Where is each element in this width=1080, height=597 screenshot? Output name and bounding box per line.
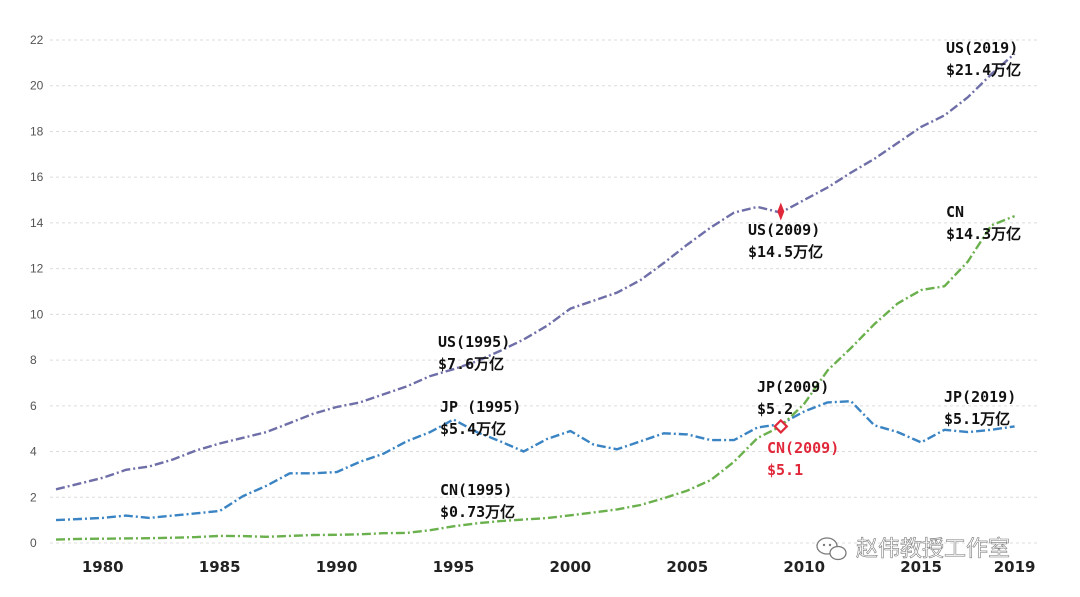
y-tick-label: 16 — [30, 170, 44, 184]
y-tick-label: 6 — [30, 399, 37, 413]
highlight-markers — [773, 202, 789, 434]
watermark: 赵伟教授工作室 — [816, 537, 1010, 562]
y-tick-label: 8 — [30, 353, 37, 367]
annotation-jp2009-line2: $5.2 — [757, 400, 793, 418]
annotation-cn2019-line1: CN — [946, 203, 964, 221]
annotation-jp2019-line1: JP(2019) — [944, 388, 1016, 406]
annotation-cn1995-line1: CN(1995) — [440, 481, 512, 499]
y-tick-label: 12 — [30, 262, 44, 276]
series-line-us — [55, 52, 1016, 491]
watermark-text: 赵伟教授工作室 — [856, 537, 1010, 562]
annotation-us2019-line1: US(2019) — [946, 39, 1018, 57]
y-tick-label: 2 — [30, 490, 37, 504]
x-tick-label: 2005 — [666, 558, 708, 576]
annotations: US(2019) $21.4万亿 US(2009) $14.5万亿 CN $14.3万亿 U… — [438, 39, 1021, 521]
annotation-cn1995-line2: $0.73万亿 — [440, 503, 515, 521]
annotation-us1995-line2: $7.6万亿 — [438, 355, 504, 373]
series-lines — [55, 52, 1016, 541]
annotation-cn2019-line2: $14.3万亿 — [946, 225, 1021, 243]
series-line-cn — [55, 214, 1016, 541]
x-axis-ticks: 1980 1985 1990 1995 2000 2005 2010 2015 2019 — [82, 558, 1036, 576]
y-tick-label: 22 — [30, 33, 44, 47]
annotation-cn2009-line2: $5.1 — [767, 461, 803, 479]
x-tick-label: 2019 — [994, 558, 1036, 576]
x-tick-label: 2015 — [900, 558, 942, 576]
annotation-us2019-line2: $21.4万亿 — [946, 61, 1021, 79]
annotation-us2009-line2: $14.5万亿 — [748, 243, 823, 261]
annotation-us2009-line1: US(2009) — [748, 221, 820, 239]
annotation-cn2009-line1: CN(2009) — [767, 439, 839, 457]
y-tick-label: 4 — [30, 445, 37, 459]
series-line-jp — [55, 400, 1015, 522]
x-tick-label: 1995 — [433, 558, 475, 576]
y-axis-ticks: 0 2 4 6 8 10 12 14 16 18 20 22 — [30, 33, 44, 550]
grid-lines — [50, 39, 1038, 544]
y-tick-label: 20 — [30, 79, 44, 93]
x-tick-label: 2000 — [550, 558, 592, 576]
y-tick-label: 0 — [30, 536, 37, 550]
annotation-jp2009-line1: JP(2009) — [757, 378, 829, 396]
marker-cn-2009 — [773, 418, 789, 434]
wechat-icon — [816, 537, 847, 561]
x-tick-label: 1980 — [82, 558, 124, 576]
x-tick-label: 1985 — [199, 558, 241, 576]
y-tick-label: 14 — [30, 216, 44, 230]
y-tick-label: 18 — [30, 124, 44, 138]
annotation-jp1995-line1: JP (1995) — [440, 398, 521, 416]
x-tick-label: 2010 — [783, 558, 825, 576]
y-tick-label: 10 — [30, 307, 44, 321]
x-tick-label: 1990 — [316, 558, 358, 576]
annotation-jp2019-line2: $5.1万亿 — [944, 410, 1010, 428]
annotation-jp1995-line2: $5.4万亿 — [440, 420, 506, 438]
annotation-us1995-line1: US(1995) — [438, 333, 510, 351]
marker-us-2009 — [777, 202, 785, 221]
